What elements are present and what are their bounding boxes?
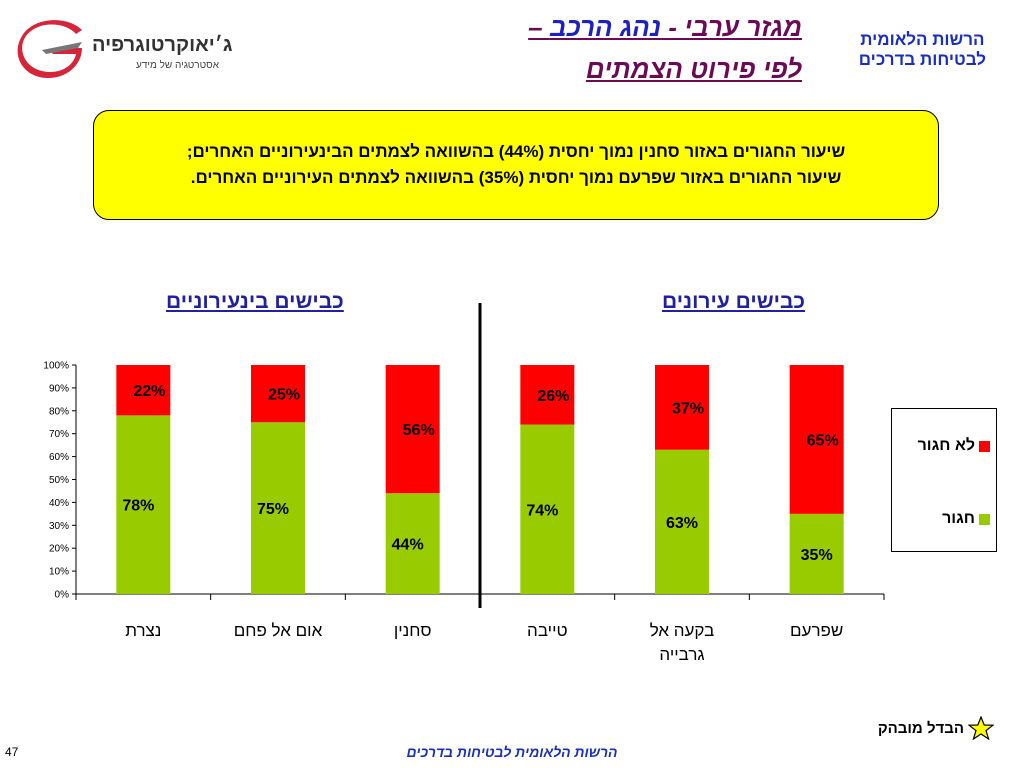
data-label-not-belted: 37% — [672, 400, 704, 417]
y-tick-label: 70% — [49, 429, 69, 440]
logo-name: ג׳יאוקרטוגרפיה — [92, 34, 233, 56]
x-tick-label: נצרת — [125, 621, 161, 640]
page-title-line1: מגזר ערבי - נהג הרכב – — [528, 12, 802, 43]
legend-label-not-belted: לא חגור — [917, 437, 975, 454]
y-tick-label: 30% — [49, 521, 69, 532]
org-line2: לבטיחות בדרכים — [858, 50, 986, 69]
data-label-belted: 63% — [666, 515, 698, 532]
y-tick-label: 50% — [49, 475, 69, 486]
bar-belted — [655, 449, 709, 594]
y-tick-label: 100% — [43, 361, 69, 372]
data-label-belted: 78% — [122, 498, 154, 515]
logo: ג׳יאוקרטוגרפיה אסטרטגיה של מידע — [16, 20, 233, 80]
y-tick-label: 10% — [49, 567, 69, 578]
bar-not-belted — [385, 365, 440, 494]
data-label-not-belted: 22% — [133, 383, 165, 400]
data-label-not-belted: 65% — [807, 432, 839, 449]
title-part2: נהג הרכב — [549, 12, 662, 42]
bar-not-belted — [789, 365, 844, 514]
x-tick-label: טייבה — [527, 621, 568, 640]
legend-swatch-not-belted — [979, 440, 990, 452]
data-label-not-belted: 56% — [403, 422, 435, 439]
y-tick-label: 40% — [49, 498, 69, 509]
chart-legend: לא חגור חגור — [891, 408, 997, 552]
y-tick-label: 60% — [49, 452, 69, 463]
data-label-not-belted: 26% — [537, 388, 569, 405]
x-tick-label: שפרעם — [790, 621, 843, 640]
org-name: הרשות הלאומית לבטיחות בדרכים — [859, 30, 986, 70]
legend-label-belted: חגור — [942, 510, 975, 527]
data-label-not-belted: 25% — [268, 387, 300, 404]
x-tick-label: בקעה אל — [650, 621, 715, 640]
y-tick-label: 80% — [49, 406, 69, 417]
group-title-interurban: כבישים בינעירוניים — [166, 290, 344, 313]
data-label-belted: 75% — [257, 501, 289, 518]
bar-not-belted — [655, 365, 709, 450]
data-label-belted: 35% — [801, 547, 833, 564]
bar-not-belted — [251, 365, 305, 423]
finding-line2: שיעור החגורים באזור שפרעם נמוך יחסית (35… — [190, 168, 842, 187]
finding-line1: שיעור החגורים באזור סחנין נמוך יחסית (44… — [186, 142, 846, 161]
footer-text: הרשות הלאומית לבטיחות בדרכים — [406, 744, 618, 760]
significance-note-text: הבדל מובהק — [877, 719, 964, 737]
bar-belted — [520, 424, 575, 594]
org-line1: הרשות הלאומית — [860, 30, 985, 49]
bar-belted — [116, 415, 171, 594]
x-tick-label: אום אל פחם — [234, 621, 323, 640]
findings-box: שיעור החגורים באזור סחנין נמוך יחסית (44… — [93, 110, 939, 220]
page-title-line2: לפי פירוט הצמתים — [585, 54, 802, 84]
legend-item-belted: חגור — [942, 510, 990, 528]
bar-not-belted — [520, 365, 575, 425]
significance-note: הבדל מובהק — [878, 716, 994, 740]
x-tick-label: סחנין — [394, 621, 432, 640]
bar-belted — [789, 513, 844, 594]
data-label-belted: 74% — [526, 502, 558, 519]
legend-item-not-belted: לא חגור — [918, 437, 990, 455]
x-tick-label: גרבייה — [659, 645, 704, 664]
data-label-belted: 44% — [392, 537, 424, 554]
y-tick-label: 0% — [55, 590, 70, 601]
logo-tagline: אסטרטגיה של מידע — [136, 60, 219, 71]
geocartography-logo-icon — [17, 20, 82, 78]
y-tick-label: 90% — [49, 383, 69, 394]
y-tick-label: 20% — [49, 544, 69, 555]
star-icon — [968, 716, 994, 740]
title-part3: – — [528, 12, 550, 42]
page-number: 47 — [5, 745, 19, 759]
bar-belted — [385, 493, 440, 594]
group-title-urban: כבישים עירונים — [662, 290, 806, 313]
title-part1: מגזר ערבי - — [661, 12, 802, 42]
bar-belted — [251, 422, 305, 594]
legend-swatch-belted — [979, 513, 990, 525]
bar-not-belted — [116, 365, 171, 416]
